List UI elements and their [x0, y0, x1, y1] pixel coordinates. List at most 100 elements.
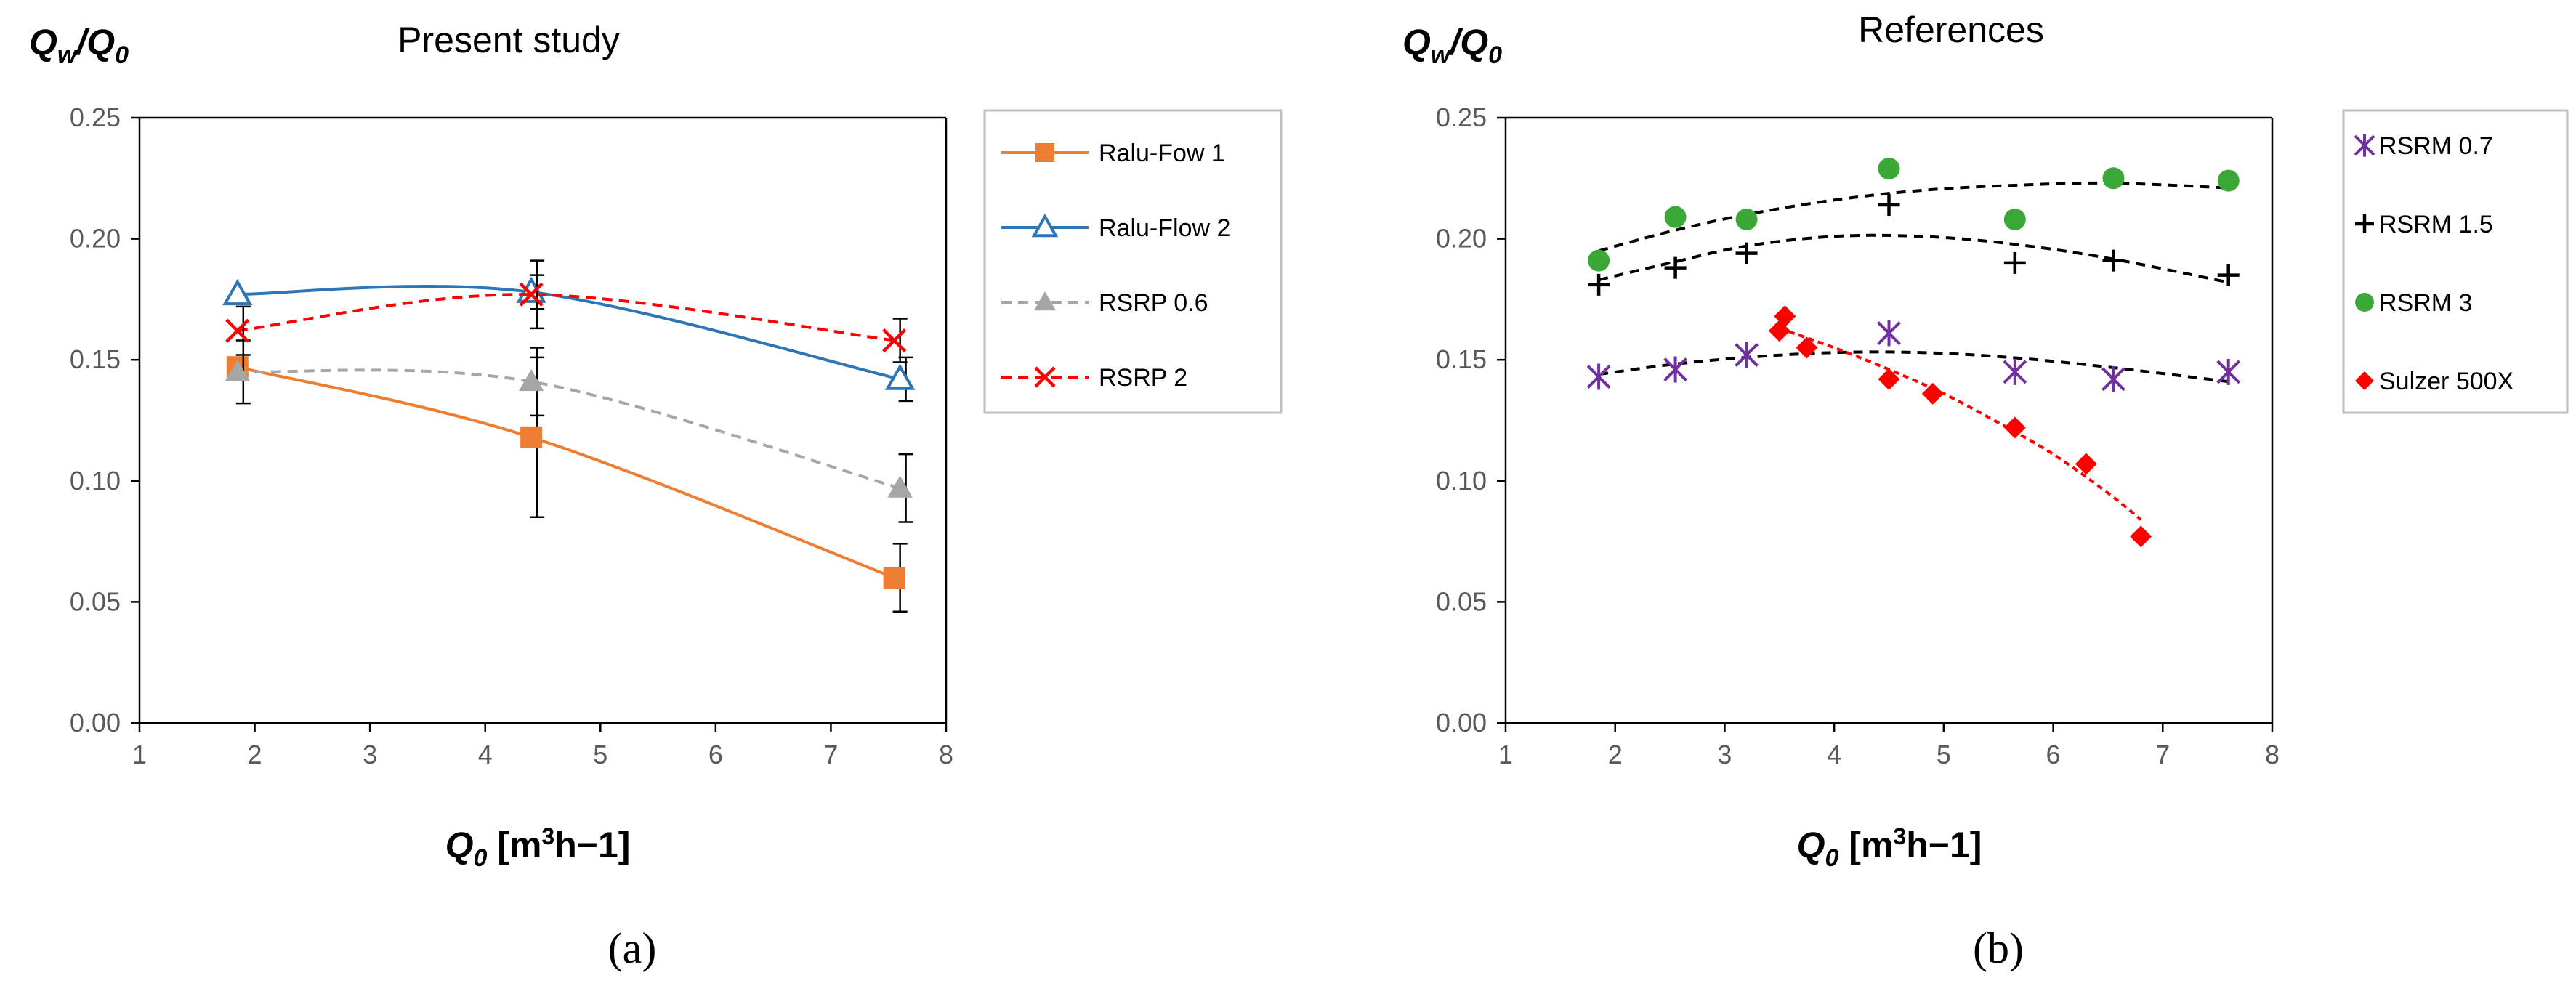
data-point [2217, 169, 2240, 192]
data-point [1588, 273, 1610, 296]
chart-panel-a: Qw/Q0 Present study 0.00 0.05 0.10 0.15 0.20… [29, 20, 1283, 972]
data-point [1664, 206, 1687, 228]
series-line [237, 293, 895, 342]
legend-marker [1035, 143, 1054, 162]
legend-label: Sulzer 500X [2379, 368, 2514, 395]
y-tick-label: 0.25 [70, 102, 121, 132]
plot-area: 0.00 0.05 0.10 0.15 0.20 0.25 1 2 3 4 5 6 7 8 [70, 102, 953, 769]
data-point [1878, 157, 1900, 179]
data-point [222, 278, 253, 306]
legend-label: RSRM 3 [2379, 289, 2472, 317]
series-rsrm-1-5 [1588, 193, 2240, 296]
legend-item: Sulzer 500X [2355, 368, 2514, 395]
x-tick-label: 4 [478, 740, 493, 769]
legend-label: Ralu-Flow 2 [1099, 214, 1230, 242]
data-point [2217, 264, 2240, 286]
legend-marker [2354, 134, 2375, 157]
legend-marker [1034, 291, 1056, 311]
data-point [1586, 363, 1611, 390]
data-point [519, 282, 544, 307]
series-line [237, 365, 895, 579]
trend-line [1598, 181, 2229, 253]
y-tick-label: 0.05 [1436, 586, 1487, 616]
y-tick-label: 0.15 [1436, 344, 1487, 374]
data-point [225, 359, 251, 381]
data-point [2003, 251, 2026, 274]
legend: Ralu-Fow 1 Ralu-Flow 2 RSRP 0.6 RSRP 2 [1001, 140, 1230, 392]
x-tick-label: 2 [1608, 740, 1623, 769]
data-point [2003, 358, 2027, 385]
data-point [2130, 525, 2152, 548]
data-point [2216, 358, 2241, 385]
y-tick-label: 0.10 [1436, 466, 1487, 496]
legend-label: RSRP 2 [1099, 364, 1187, 392]
series-rsrp-2 [225, 259, 908, 363]
data-point [518, 368, 544, 392]
y-tick-label: 0.10 [70, 466, 121, 496]
plot-area: 0.00 0.05 0.10 0.15 0.20 0.25 1 2 3 4 5 6 7 8 [1436, 102, 2280, 769]
x-axis-label: Q0 [m3h−1] [1797, 823, 1982, 872]
legend-label: RSRP 0.6 [1099, 289, 1208, 317]
data-point [882, 328, 907, 353]
series-sulzer-500x [1768, 305, 2152, 548]
data-point [2102, 249, 2125, 272]
legend-marker [2355, 371, 2374, 390]
chart-title: References [1858, 9, 2044, 50]
data-point [1877, 320, 1901, 347]
data-point [520, 426, 543, 448]
data-point [1796, 336, 1818, 359]
chart-title: Present study [397, 20, 620, 60]
legend-item: Ralu-Fow 1 [1001, 140, 1225, 167]
y-tick-label: 0.00 [1436, 708, 1487, 738]
panel-caption: (a) [608, 924, 657, 972]
series-rsrm-3 [1588, 157, 2240, 272]
data-point [883, 567, 905, 589]
series-rsrp-0-6 [225, 339, 913, 523]
x-tick-label: 6 [2046, 740, 2061, 769]
series-rsrm-0-7 [1586, 320, 2241, 392]
x-tick-label: 4 [1827, 740, 1841, 769]
y-tick-label: 0.15 [70, 344, 121, 374]
data-point [1878, 368, 1900, 390]
trend-line [1598, 350, 2229, 384]
trend-line [1779, 327, 2142, 521]
series-line [237, 284, 901, 381]
data-point [887, 475, 913, 498]
legend-marker [2355, 293, 2374, 312]
data-point [884, 363, 916, 390]
x-tick-label: 1 [1498, 740, 1513, 769]
legend-item: RSRM 3 [2355, 289, 2472, 317]
y-tick-label: 0.20 [70, 224, 121, 254]
legend-item: RSRM 1.5 [2355, 211, 2493, 238]
legend-marker [1034, 366, 1056, 388]
error-bar [235, 305, 251, 356]
data-point [1588, 249, 1610, 272]
x-tick-label: 8 [939, 740, 953, 769]
x-tick-label: 3 [1717, 740, 1732, 769]
y-axis-label: Qw/Q0 [29, 22, 129, 69]
chart-panel-b: Qw/Q0 References 0.00 0.05 0.10 0.15 0.20 0.2… [1402, 9, 2569, 972]
y-tick-label: 0.20 [1436, 224, 1487, 254]
legend-marker [1031, 214, 1059, 238]
series-ralu-flow-2 [222, 274, 916, 403]
y-tick-label: 0.05 [70, 586, 121, 616]
error-bar [530, 259, 545, 330]
data-point [2101, 365, 2125, 392]
y-axis-label: Qw/Q0 [1402, 22, 1502, 69]
data-point [1735, 242, 1758, 264]
data-point [1664, 256, 1687, 279]
y-tick-label: 0.00 [70, 708, 121, 738]
x-tick-label: 3 [363, 740, 377, 769]
legend-item: RSRP 0.6 [1001, 289, 1208, 317]
legend-item: Ralu-Flow 2 [1001, 214, 1230, 242]
data-point [1774, 305, 1796, 328]
data-point [1735, 342, 1759, 368]
x-tick-label: 5 [1937, 740, 1951, 769]
data-point [225, 318, 250, 343]
data-point [2102, 167, 2125, 190]
trend-line [1598, 233, 2229, 284]
legend-label: RSRM 1.5 [2379, 211, 2493, 238]
x-tick-label: 7 [2155, 740, 2170, 769]
legend-box [983, 109, 1283, 414]
